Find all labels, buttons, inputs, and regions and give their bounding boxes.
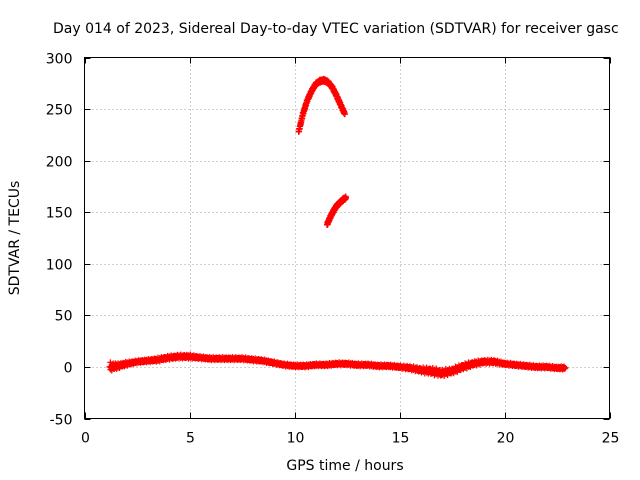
y-tick-label: 300 xyxy=(46,52,73,68)
x-tick-label: 5 xyxy=(186,431,195,447)
x-tick-label: 20 xyxy=(497,431,515,447)
y-axis-label: SDTVAR / TECUs xyxy=(7,181,23,296)
y-tick-label: 0 xyxy=(64,361,73,377)
y-tick-label: 50 xyxy=(55,309,73,325)
x-tick-label: 15 xyxy=(392,431,410,447)
data-point-marker xyxy=(341,111,348,118)
x-tick-label: 25 xyxy=(602,431,620,447)
y-tick-label: 150 xyxy=(46,206,73,222)
chart-title: Day 014 of 2023, Sidereal Day-to-day VTE… xyxy=(53,21,619,37)
x-tick-label: 10 xyxy=(287,431,305,447)
y-tick-label: 200 xyxy=(46,155,73,171)
data-point-marker xyxy=(562,364,569,371)
data-point-marker xyxy=(342,194,349,201)
tick-labels: 0 5 10 15 20 25 -50 0 50 100 150 200 250 300 xyxy=(46,52,620,447)
plot-frame xyxy=(84,57,610,419)
y-tick-label: 100 xyxy=(46,258,73,274)
axis-ticks xyxy=(84,57,611,420)
y-tick-label: 250 xyxy=(46,103,73,119)
data-points xyxy=(106,75,569,379)
y-tick-label: -50 xyxy=(50,413,73,429)
x-axis-label: GPS time / hours xyxy=(286,458,403,474)
x-tick-label: 0 xyxy=(81,431,90,447)
